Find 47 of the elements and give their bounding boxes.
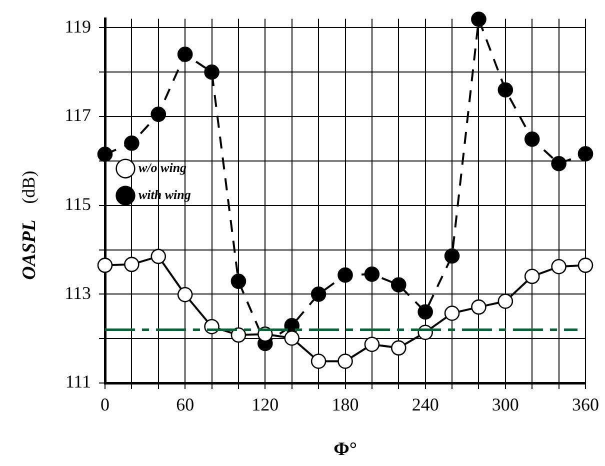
x-tick-label: 300 (492, 394, 519, 415)
point (310, 286, 326, 302)
point (578, 146, 594, 162)
point (498, 82, 514, 98)
x-tick-label: 60 (176, 394, 194, 415)
x-tick-label: 360 (572, 394, 599, 415)
x-tick-label: 120 (252, 394, 279, 415)
point (150, 106, 166, 122)
y-tick-label: 113 (64, 282, 91, 303)
point (204, 64, 220, 80)
point (551, 258, 566, 274)
y-tick-label: 111 (65, 372, 91, 392)
y-tick-label: 115 (64, 194, 91, 214)
point (177, 46, 193, 62)
point (230, 274, 246, 289)
point (524, 132, 540, 147)
point (364, 336, 380, 352)
point (310, 354, 326, 369)
point (551, 156, 566, 172)
point (498, 294, 514, 309)
point (177, 286, 193, 302)
point (97, 258, 113, 273)
point (150, 248, 166, 264)
point (444, 248, 460, 264)
x-tick-label: 0 (100, 394, 110, 415)
point (124, 136, 140, 151)
point (471, 12, 486, 27)
y-axis-title: OASPL (dB) (18, 170, 40, 280)
y-tick-label: 119 (64, 16, 91, 36)
y-tick-label: 117 (64, 105, 91, 126)
point (230, 327, 246, 343)
point (390, 277, 406, 292)
x-axis-title: Φ° (334, 439, 357, 460)
point (390, 340, 406, 356)
point (418, 304, 433, 320)
point (471, 299, 486, 315)
point (338, 354, 353, 369)
point (444, 306, 460, 321)
point (284, 330, 300, 346)
point (124, 256, 140, 272)
point (578, 258, 594, 273)
x-tick-label: 240 (412, 394, 439, 415)
x-tick-label: 180 (332, 394, 359, 415)
point (338, 267, 353, 283)
point (524, 268, 540, 284)
point (97, 146, 113, 162)
point (364, 266, 380, 282)
